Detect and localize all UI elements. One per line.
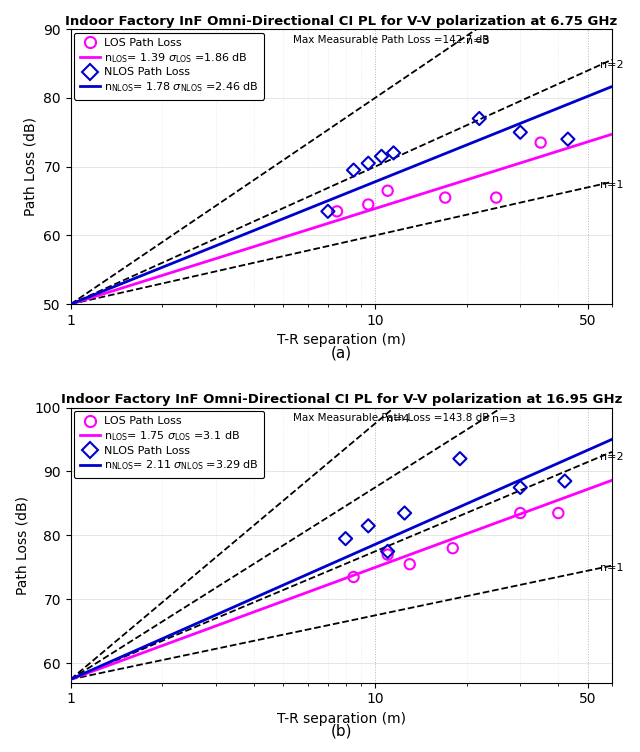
Legend: LOS Path Loss, n$_{\mathsf{LOS}}$= 1.39 $\sigma_{\mathsf{LOS}}$ =1.86 dB, NLOS P: LOS Path Loss, n$_{\mathsf{LOS}}$= 1.39 … [74,32,264,99]
Point [399,507,410,519]
Legend: LOS Path Loss, n$_{\mathsf{LOS}}$= 1.75 $\sigma_{\mathsf{LOS}}$ =3.1 dB, NLOS Pa: LOS Path Loss, n$_{\mathsf{LOS}}$= 1.75 … [74,411,264,478]
Point [323,205,333,217]
Y-axis label: Path Loss (dB): Path Loss (dB) [24,117,38,216]
Text: n=4: n=4 [387,414,410,424]
Point [348,164,358,176]
Point [515,126,525,138]
Text: n=1: n=1 [600,563,624,573]
Point [376,150,387,162]
Point [455,453,465,465]
Point [563,133,573,145]
Text: (a): (a) [331,345,352,360]
Text: Max Measurable Path Loss =142.7 dB: Max Measurable Path Loss =142.7 dB [292,35,489,44]
Text: (b): (b) [330,723,352,738]
Point [363,199,373,211]
Text: n=2: n=2 [600,60,624,70]
Point [559,475,570,487]
Text: n=2: n=2 [600,452,624,462]
Title: Indoor Factory InF Omni-Directional CI PL for V-V polarization at 16.95 GHz: Indoor Factory InF Omni-Directional CI P… [61,393,622,406]
Point [553,507,563,519]
Title: Indoor Factory InF Omni-Directional CI PL for V-V polarization at 6.75 GHz: Indoor Factory InF Omni-Directional CI P… [65,15,618,28]
Text: n=1: n=1 [600,180,624,190]
Text: Max Measurable Path Loss =143.8 dB: Max Measurable Path Loss =143.8 dB [292,413,489,423]
Point [340,532,351,544]
Point [515,481,525,493]
X-axis label: T-R separation (m): T-R separation (m) [276,712,406,726]
Point [332,205,342,217]
Point [383,185,393,197]
Point [388,147,399,159]
Point [404,558,415,570]
X-axis label: T-R separation (m): T-R separation (m) [276,333,406,347]
Point [363,520,373,532]
Point [491,192,501,204]
Point [536,137,546,149]
Y-axis label: Path Loss (dB): Path Loss (dB) [15,496,29,595]
Point [348,571,358,583]
Point [383,549,393,561]
Text: n=3: n=3 [467,36,490,46]
Point [440,192,451,204]
Point [383,545,393,557]
Text: n=3: n=3 [492,414,515,424]
Point [515,507,525,519]
Point [447,542,458,554]
Point [474,113,484,125]
Point [363,157,373,169]
